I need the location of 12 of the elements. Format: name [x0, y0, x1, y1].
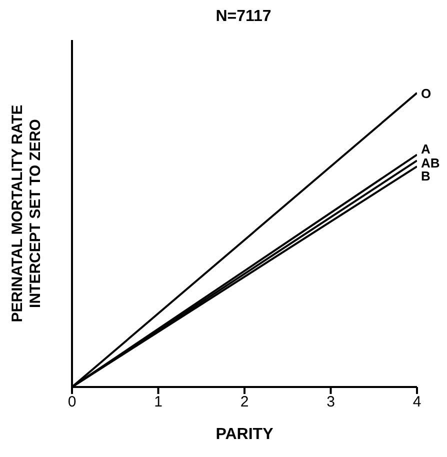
series-label: A — [421, 142, 431, 157]
series-label: O — [421, 86, 432, 101]
x-tick-label: 4 — [412, 394, 422, 411]
x-tick-label: 0 — [68, 394, 76, 411]
y-axis-title: PERINATAL MORTALITY RATE INTERCEPT SET TO ZERO — [9, 104, 44, 322]
series-label: AB — [421, 156, 440, 171]
x-axis-title: PARITY — [216, 426, 274, 443]
chart-title: N=7117 — [214, 8, 272, 26]
x-tick-label: 1 — [154, 394, 162, 411]
x-tick-label: 3 — [326, 394, 335, 411]
x-tick-label: 2 — [240, 394, 249, 411]
series-label: B — [421, 168, 430, 184]
